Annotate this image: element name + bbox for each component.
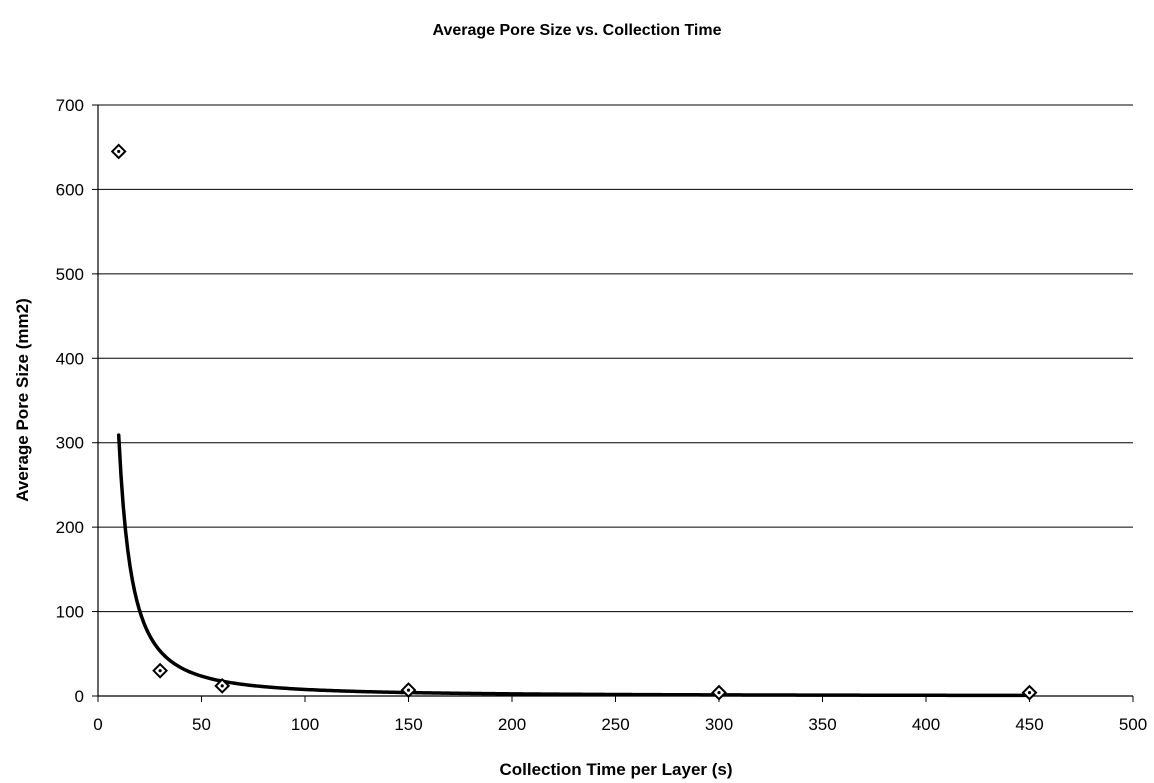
x-axis-label: Collection Time per Layer (s)	[499, 760, 732, 779]
y-tick-labels: 0 100 200 300 400 500 600 700	[56, 96, 84, 706]
x-tick-label: 100	[291, 715, 319, 734]
data-point-center	[158, 669, 162, 673]
x-tick-label: 50	[192, 715, 211, 734]
y-tick-label: 100	[56, 603, 84, 622]
y-tick-label: 500	[56, 265, 84, 284]
data-point-center	[406, 688, 411, 692]
x-tick-label: 150	[394, 715, 422, 734]
chart-title: Average Pore Size vs. Collection Time	[433, 22, 722, 39]
y-axis-label: Average Pore Size (mm2)	[13, 298, 32, 501]
x-tick-labels: 0 50 100 150 200 250 300 350 400 450 500	[93, 715, 1147, 734]
axes	[92, 104, 1134, 702]
x-tick-label: 450	[1015, 715, 1043, 734]
data-point-center	[717, 691, 721, 695]
y-tick-label: 600	[56, 180, 84, 199]
data-points	[110, 143, 1038, 701]
y-tick-label: 700	[56, 96, 84, 115]
trendline-layer	[116, 433, 1032, 698]
y-tick-label: 300	[56, 434, 84, 453]
data-point-center	[220, 684, 224, 688]
y-tick-label: 0	[75, 687, 84, 706]
data-point-center	[117, 149, 121, 154]
x-tick-label: 300	[705, 715, 733, 734]
x-tick-label: 500	[1119, 715, 1147, 734]
x-tick-label: 350	[808, 715, 836, 734]
gridlines	[98, 104, 1133, 613]
x-tick-label: 0	[93, 715, 102, 734]
y-tick-label: 400	[56, 349, 84, 368]
x-tick-label: 200	[498, 715, 526, 734]
x-tick-label: 250	[601, 715, 629, 734]
data-point-center	[1027, 691, 1032, 695]
power-trendline	[116, 433, 1032, 698]
y-tick-label: 200	[56, 518, 84, 537]
x-tick-label: 400	[912, 715, 940, 734]
